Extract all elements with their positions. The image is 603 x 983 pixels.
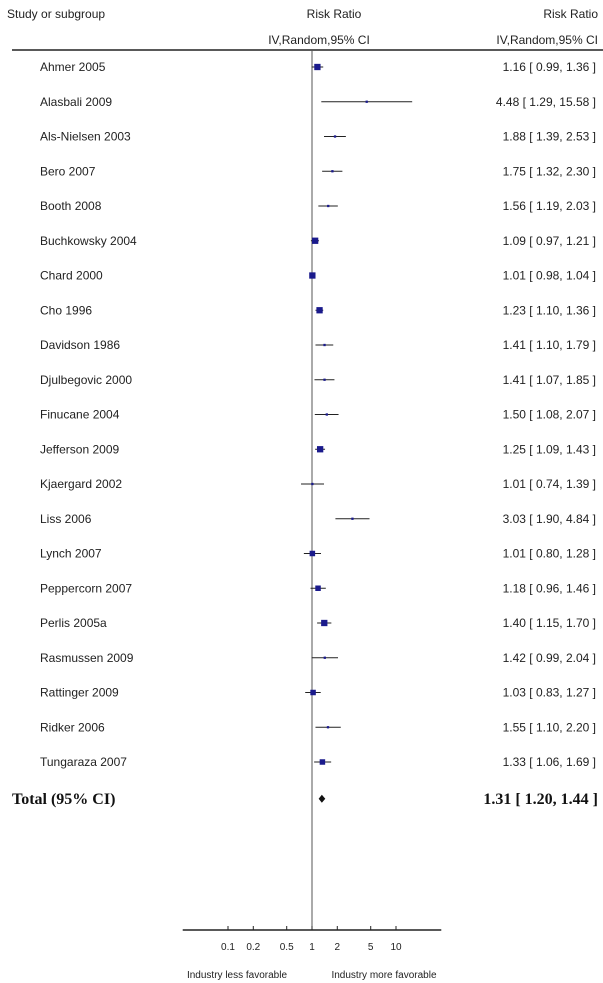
total-diamond	[318, 794, 326, 803]
study-label: Finucane 2004	[40, 408, 120, 422]
x-tick-label: 0.1	[221, 942, 235, 953]
header-value-method: IV,Random,95% CI	[496, 33, 598, 47]
header-value-title: Risk Ratio	[543, 7, 598, 21]
effect-value: 1.41 [ 1.10, 1.79 ]	[503, 338, 596, 352]
effect-value: 3.03 [ 1.90, 4.84 ]	[503, 512, 596, 526]
x-tick-label: 0.2	[246, 942, 260, 953]
point-estimate	[321, 619, 328, 627]
effect-value: 1.41 [ 1.07, 1.85 ]	[503, 373, 596, 387]
point-estimate	[310, 689, 316, 696]
study-label: Perlis 2005a	[40, 616, 107, 630]
effect-value: 1.40 [ 1.15, 1.70 ]	[503, 616, 596, 630]
study-label: Chard 2000	[40, 269, 103, 283]
header-risk-ratio-method: IV,Random,95% CI	[268, 33, 370, 47]
study-label: Peppercorn 2007	[40, 581, 132, 595]
point-estimate	[323, 343, 326, 347]
point-estimate	[325, 413, 328, 416]
effect-value: 1.16 [ 0.99, 1.36 ]	[503, 60, 596, 74]
study-label: Tungaraza 2007	[40, 755, 127, 769]
effect-value: 1.75 [ 1.32, 2.30 ]	[503, 164, 596, 178]
effect-value: 1.33 [ 1.06, 1.69 ]	[503, 755, 596, 769]
effect-value: 1.23 [ 1.10, 1.36 ]	[503, 303, 596, 317]
effect-value: 1.03 [ 0.83, 1.27 ]	[503, 686, 596, 700]
header-study-column: Study or subgroup	[7, 7, 106, 21]
study-label: Booth 2008	[40, 199, 102, 213]
study-label: Rasmussen 2009	[40, 651, 134, 665]
effect-value: 1.55 [ 1.10, 2.20 ]	[503, 720, 596, 734]
effect-value: 1.42 [ 0.99, 2.04 ]	[503, 651, 596, 665]
study-label: Jefferson 2009	[40, 442, 119, 456]
study-label: Als-Nielsen 2003	[40, 130, 131, 144]
effect-value: 1.50 [ 1.08, 2.07 ]	[503, 408, 596, 422]
study-label: Kjaergard 2002	[40, 477, 122, 491]
study-label: Lynch 2007	[40, 547, 102, 561]
study-label: Liss 2006	[40, 512, 92, 526]
study-label: Ridker 2006	[40, 720, 105, 734]
x-tick-label: 2	[335, 942, 341, 953]
point-estimate	[333, 135, 337, 138]
point-estimate	[351, 517, 354, 520]
study-label: Alasbali 2009	[40, 95, 112, 109]
study-label: Cho 1996	[40, 303, 92, 317]
effect-value: 1.25 [ 1.09, 1.43 ]	[503, 442, 596, 456]
point-estimate	[309, 550, 316, 557]
effect-value: 1.88 [ 1.39, 2.53 ]	[503, 130, 596, 144]
point-estimate	[331, 170, 334, 173]
point-estimate	[314, 63, 321, 71]
study-label: Davidson 1986	[40, 338, 120, 352]
effect-value: 4.48 [ 1.29, 15.58 ]	[496, 95, 596, 109]
point-estimate	[327, 204, 330, 208]
point-estimate	[311, 482, 314, 486]
point-estimate	[323, 656, 326, 659]
effect-value: 1.18 [ 0.96, 1.46 ]	[503, 581, 596, 595]
right-footer-label: Industry more favorable	[331, 970, 436, 981]
point-estimate	[365, 100, 368, 103]
total-label: Total (95% CI)	[12, 791, 115, 808]
point-estimate	[309, 272, 316, 279]
x-tick-label: 1	[309, 942, 315, 953]
effect-value: 1.56 [ 1.19, 2.03 ]	[503, 199, 596, 213]
effect-value: 1.01 [ 0.80, 1.28 ]	[503, 547, 596, 561]
left-footer-label: Industry less favorable	[187, 970, 287, 981]
study-label: Ahmer 2005	[40, 60, 106, 74]
effect-value: 1.09 [ 0.97, 1.21 ]	[503, 234, 596, 248]
study-label: Buchkowsky 2004	[40, 234, 137, 248]
x-tick-label: 10	[390, 942, 402, 953]
point-estimate	[315, 585, 321, 591]
effect-value: 1.01 [ 0.74, 1.39 ]	[503, 477, 596, 491]
point-estimate	[316, 307, 323, 314]
study-label: Rattinger 2009	[40, 686, 119, 700]
point-estimate	[326, 726, 330, 729]
x-tick-label: 0.5	[280, 942, 294, 953]
study-label: Djulbegovic 2000	[40, 373, 132, 387]
study-label: Bero 2007	[40, 164, 96, 178]
point-estimate	[311, 237, 319, 244]
point-estimate	[323, 378, 326, 381]
effect-value: 1.01 [ 0.98, 1.04 ]	[503, 269, 596, 283]
x-tick-label: 5	[368, 942, 374, 953]
header-risk-ratio-title: Risk Ratio	[306, 7, 362, 21]
point-estimate	[316, 446, 324, 453]
total-value: 1.31 [ 1.20, 1.44 ]	[483, 791, 598, 808]
point-estimate	[319, 759, 326, 765]
